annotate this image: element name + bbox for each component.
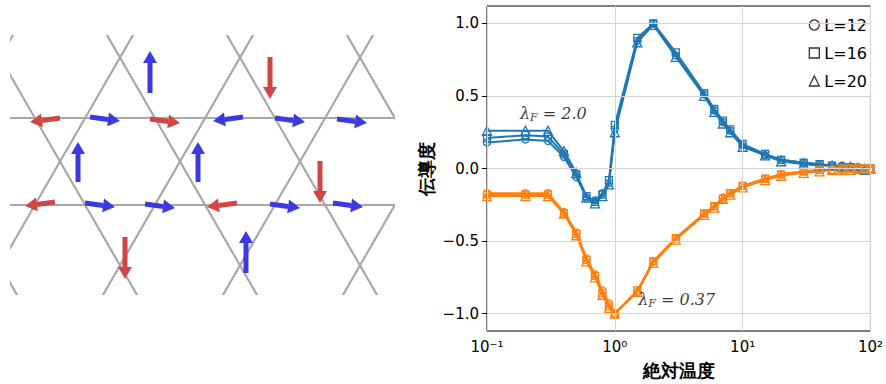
svg-text:10⁻¹: 10⁻¹ (470, 338, 503, 356)
svg-text:−0.5: −0.5 (443, 232, 479, 250)
svg-text:= 0.37: = 0.37 (656, 290, 716, 309)
svg-text:F: F (530, 110, 538, 124)
svg-text:0.0: 0.0 (455, 160, 479, 178)
svg-text:λ: λ (637, 290, 648, 309)
svg-text:0.5: 0.5 (455, 87, 479, 105)
svg-text:絶対温度: 絶対温度 (642, 360, 715, 381)
svg-text:= 2.0: = 2.0 (538, 104, 587, 123)
svg-text:F: F (648, 296, 656, 310)
svg-text:10²: 10² (858, 338, 883, 356)
svg-text:L=16: L=16 (824, 44, 867, 63)
svg-text:10⁰: 10⁰ (602, 338, 627, 356)
svg-text:λ: λ (519, 104, 530, 123)
svg-text:L=20: L=20 (824, 72, 867, 91)
svg-text:1.0: 1.0 (455, 14, 479, 32)
svg-text:−1.0: −1.0 (443, 305, 479, 323)
svg-text:10¹: 10¹ (730, 338, 755, 356)
svg-text:L=12: L=12 (824, 16, 867, 35)
svg-text:伝導度: 伝導度 (416, 142, 437, 197)
